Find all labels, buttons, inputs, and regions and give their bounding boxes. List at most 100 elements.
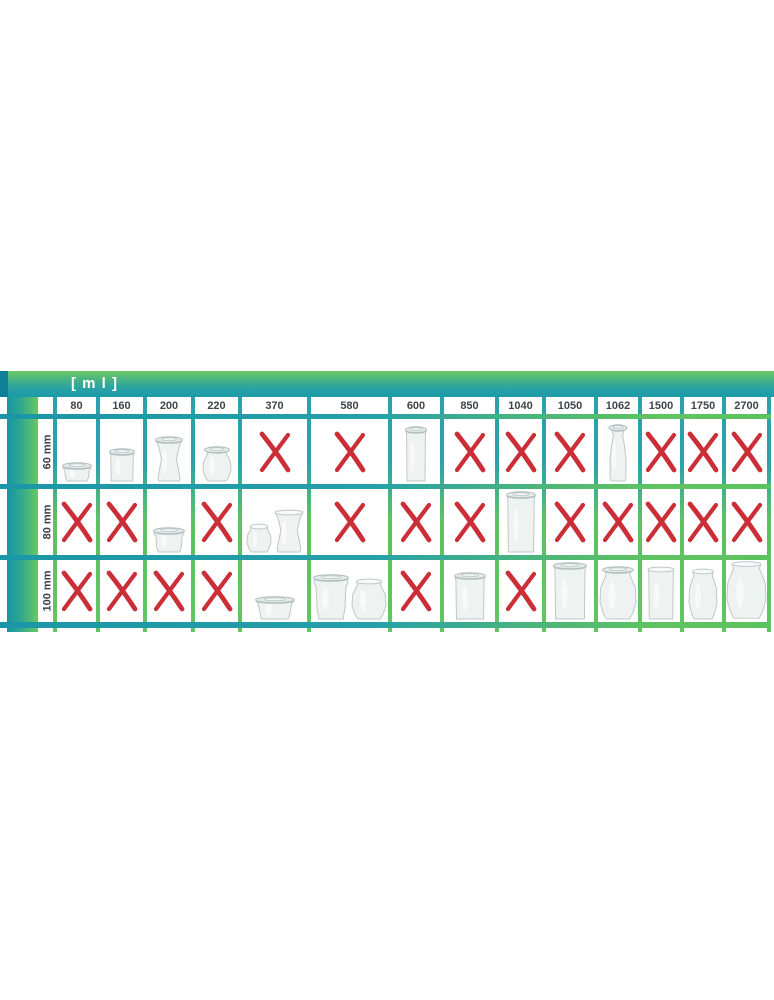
cell-unavailable — [195, 489, 238, 555]
jar-icon-tallcyl — [647, 566, 675, 620]
x-mark-icon — [645, 431, 677, 472]
cell-unavailable — [642, 419, 680, 484]
column-header-1500: 1500 — [648, 399, 674, 412]
cell-unavailable — [499, 560, 542, 622]
cell-available — [311, 560, 388, 622]
x-mark-icon — [400, 570, 432, 612]
cell-available — [57, 419, 96, 484]
grid-vline-7 — [440, 397, 444, 632]
grid-hline-2 — [0, 555, 771, 560]
jar-icon-tallcyl — [505, 491, 536, 553]
cell-unavailable — [392, 560, 440, 622]
jar-icon-bulb — [726, 561, 767, 619]
x-mark-icon — [645, 501, 677, 543]
x-mark-icon — [454, 431, 485, 472]
x-mark-icon — [505, 431, 536, 472]
cell-available — [195, 419, 238, 484]
x-mark-icon — [731, 431, 762, 472]
grid-vline-9 — [542, 397, 546, 632]
cell-available — [684, 560, 722, 622]
x-mark-icon — [687, 431, 719, 472]
grid-vline-4 — [238, 397, 242, 632]
grid-vline-10 — [594, 397, 598, 632]
column-header-220: 220 — [207, 399, 226, 412]
size-matrix: [ m l ] 60 mm 80 mm 100 mm 80 160 200 220 37… — [0, 371, 774, 637]
cell-available — [242, 560, 307, 622]
column-header-1050: 1050 — [557, 399, 583, 412]
grid-vline-14 — [767, 397, 771, 632]
jar-icon-bowl — [254, 596, 295, 620]
cell-unavailable — [100, 489, 143, 555]
jar-icon-tallcyl — [405, 426, 427, 482]
column-header-1062: 1062 — [605, 399, 631, 412]
cell-unavailable — [311, 489, 388, 555]
cell-unavailable — [57, 489, 96, 555]
column-header-370: 370 — [265, 399, 284, 412]
grid-vline-1 — [96, 397, 100, 632]
jar-icon-mold — [153, 527, 185, 553]
column-header-200: 200 — [159, 399, 179, 412]
cell-available — [598, 560, 638, 622]
x-mark-icon — [687, 501, 719, 543]
x-mark-icon — [106, 570, 137, 612]
row-label-text: 100 mm — [41, 570, 54, 612]
jar-icon-tallcyl — [553, 562, 587, 620]
cell-unavailable — [598, 489, 638, 555]
cell-available — [444, 560, 495, 622]
jar-icon-cyl — [108, 448, 135, 482]
diameter-axis-bar — [7, 397, 38, 632]
column-header-80: 80 — [70, 399, 83, 412]
jar-icon-waist — [155, 436, 183, 482]
cell-unavailable — [546, 419, 594, 484]
grid-vline-13 — [722, 397, 726, 632]
x-mark-icon — [153, 570, 185, 612]
x-mark-icon — [554, 501, 586, 543]
column-header-600: 600 — [406, 399, 426, 412]
cell-available — [546, 560, 594, 622]
row-label-text: 60 mm — [41, 434, 54, 469]
cell-unavailable — [147, 560, 191, 622]
cell-unavailable — [684, 419, 722, 484]
x-mark-icon — [106, 501, 137, 543]
cell-unavailable — [444, 489, 495, 555]
jar-icon-bulb — [202, 446, 231, 482]
x-mark-icon — [334, 501, 365, 543]
x-mark-icon — [554, 431, 586, 472]
column-header-1750: 1750 — [690, 399, 716, 412]
cell-available — [598, 419, 638, 484]
jar-icon-mold — [61, 462, 92, 482]
grid-bottom-line — [0, 622, 771, 628]
cell-unavailable — [100, 560, 143, 622]
cell-available — [242, 489, 307, 555]
grid-vline-3 — [191, 397, 195, 632]
x-mark-icon — [259, 431, 290, 472]
x-mark-icon — [201, 501, 232, 543]
cell-unavailable — [242, 419, 307, 484]
jar-icon-waist — [274, 509, 303, 553]
x-mark-icon — [454, 501, 485, 543]
grid-vline-2 — [143, 397, 147, 632]
grid-hline-0 — [0, 414, 771, 419]
x-mark-icon — [602, 501, 634, 543]
grid-hline-1 — [0, 484, 771, 489]
cell-unavailable — [499, 419, 542, 484]
jar-icon-bulb — [351, 578, 386, 620]
cell-available — [147, 489, 191, 555]
grid-vline-11 — [638, 397, 642, 632]
cell-available — [499, 489, 542, 555]
cell-available — [726, 560, 767, 622]
cell-unavailable — [57, 560, 96, 622]
row-label-text: 80 mm — [41, 504, 54, 540]
cell-unavailable — [642, 489, 680, 555]
jar-icon-bulb — [599, 566, 637, 620]
jar-icon-cyl — [453, 572, 486, 620]
grid-vline-6 — [388, 397, 392, 632]
x-mark-icon — [400, 501, 432, 543]
jar-icon-mold — [312, 574, 349, 620]
column-header-580: 580 — [340, 399, 359, 412]
grid-vline-5 — [307, 397, 311, 632]
cell-available — [147, 419, 191, 484]
banner-left-spine — [0, 371, 8, 397]
jar-icon-bulb — [246, 523, 271, 553]
jar-icon-bottle — [608, 424, 628, 482]
